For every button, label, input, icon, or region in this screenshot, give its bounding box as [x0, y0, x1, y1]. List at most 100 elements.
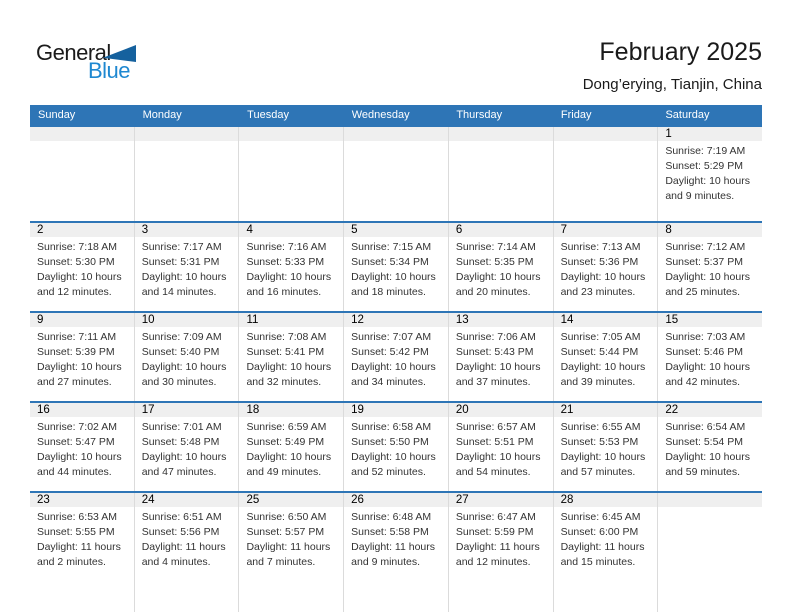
daylight-text: Daylight: 10 hours and 39 minutes. [560, 361, 646, 388]
day-details: Sunrise: 7:03 AM Sunset: 5:46 PM Daylight:… [658, 327, 762, 390]
day-number: 10 [141, 314, 155, 326]
sunset-text: Sunset: 5:51 PM [455, 436, 534, 448]
sunrise-text: Sunrise: 7:09 AM [141, 331, 222, 343]
day-number-band: 3 [134, 223, 239, 237]
weekday-header-monday: Monday [142, 109, 182, 121]
sunrise-text: Sunrise: 6:58 AM [351, 421, 432, 433]
day-cell-empty [552, 127, 658, 221]
day-cell: 25 Sunrise: 6:50 AM Sunset: 5:57 PM Dayligh… [238, 493, 344, 612]
sunrise-text: Sunrise: 6:51 AM [141, 511, 222, 523]
day-number-band [134, 127, 239, 141]
day-details: Sunrise: 7:09 AM Sunset: 5:40 PM Daylight:… [135, 327, 239, 390]
daylight-text: Daylight: 10 hours and 57 minutes. [560, 451, 646, 478]
daylight-text: Daylight: 10 hours and 23 minutes. [560, 271, 646, 298]
sunset-text: Sunset: 5:49 PM [246, 436, 325, 448]
day-number: 27 [455, 494, 469, 506]
day-cell: 11 Sunrise: 7:08 AM Sunset: 5:41 PM Dayligh… [238, 313, 344, 401]
day-number: 26 [351, 494, 364, 506]
sunrise-text: Sunrise: 7:07 AM [351, 331, 432, 343]
daylight-text: Daylight: 10 hours and 20 minutes. [455, 271, 541, 298]
day-cell-empty [30, 127, 134, 221]
day-cell: 17 Sunrise: 7:01 AM Sunset: 5:48 PM Dayligh… [133, 403, 239, 491]
week-row: 9 Sunrise: 7:11 AM Sunset: 5:39 PM Daylight… [30, 311, 763, 401]
day-details: Sunrise: 7:17 AM Sunset: 5:31 PM Daylight:… [135, 237, 239, 300]
weekday-header-tuesday: Tuesday [247, 109, 289, 121]
day-number-band: 1 [658, 127, 763, 141]
day-number-band [344, 127, 448, 141]
day-cell: 13 Sunrise: 7:06 AM Sunset: 5:43 PM Dayligh… [447, 313, 553, 401]
day-cell: 7 Sunrise: 7:13 AM Sunset: 5:36 PM Daylight… [552, 223, 658, 311]
day-cell: 26 Sunrise: 6:48 AM Sunset: 5:58 PM Dayligh… [343, 493, 448, 612]
general-blue-logo: General Blue [36, 40, 146, 83]
daylight-text: Daylight: 11 hours and 15 minutes. [560, 541, 645, 568]
logo-text-blue: Blue [88, 58, 131, 83]
daylight-text: Daylight: 10 hours and 12 minutes. [37, 271, 122, 298]
day-details: Sunrise: 7:11 AM Sunset: 5:39 PM Daylight:… [30, 327, 134, 390]
sunrise-text: Sunrise: 7:02 AM [37, 421, 117, 433]
daylight-text: Daylight: 10 hours and 34 minutes. [351, 361, 436, 388]
sunset-text: Sunset: 5:59 PM [455, 526, 534, 538]
sunrise-text: Sunrise: 7:17 AM [141, 241, 222, 253]
day-details: Sunrise: 7:15 AM Sunset: 5:34 PM Daylight:… [344, 237, 448, 300]
daylight-text: Daylight: 10 hours and 52 minutes. [351, 451, 436, 478]
sunrise-text: Sunrise: 7:12 AM [665, 241, 746, 253]
sunset-text: Sunset: 5:53 PM [560, 436, 639, 448]
daylight-text: Daylight: 10 hours and 44 minutes. [37, 451, 122, 478]
sunrise-text: Sunrise: 7:13 AM [560, 241, 641, 253]
day-details: Sunrise: 7:18 AM Sunset: 5:30 PM Daylight:… [30, 237, 134, 300]
sunrise-text: Sunrise: 6:53 AM [37, 511, 117, 523]
day-number-band: 17 [134, 403, 239, 417]
week-row: 2 Sunrise: 7:18 AM Sunset: 5:30 PM Daylight… [30, 221, 763, 311]
sunrise-text: Sunrise: 7:03 AM [665, 331, 746, 343]
sunrise-text: Sunrise: 7:05 AM [560, 331, 641, 343]
sunrise-text: Sunrise: 7:06 AM [455, 331, 536, 343]
sunrise-text: Sunrise: 6:48 AM [351, 511, 432, 523]
day-number-band [658, 493, 763, 507]
day-cell-empty [238, 127, 344, 221]
week-row: 16 Sunrise: 7:02 AM Sunset: 5:47 PM Dayligh… [30, 401, 763, 491]
sunset-text: Sunset: 5:56 PM [141, 526, 220, 538]
day-cell: 18 Sunrise: 6:59 AM Sunset: 5:49 PM Dayligh… [238, 403, 344, 491]
day-number: 6 [455, 224, 463, 236]
sunset-text: Sunset: 5:35 PM [455, 256, 534, 268]
day-cell: 8 Sunrise: 7:12 AM Sunset: 5:37 PM Daylight… [657, 223, 763, 311]
daylight-text: Daylight: 10 hours and 54 minutes. [455, 451, 541, 478]
weeks-container: 1 Sunrise: 7:19 AM Sunset: 5:29 PM Daylight… [30, 125, 763, 612]
sunset-text: Sunset: 5:54 PM [665, 436, 743, 448]
day-number: 19 [351, 404, 364, 416]
day-cell: 24 Sunrise: 6:51 AM Sunset: 5:56 PM Dayligh… [133, 493, 239, 612]
day-number-band: 8 [658, 223, 763, 237]
day-number-band: 15 [658, 313, 763, 327]
day-cell: 9 Sunrise: 7:11 AM Sunset: 5:39 PM Daylight… [30, 313, 134, 401]
day-number: 15 [665, 314, 679, 326]
day-number: 16 [37, 404, 50, 416]
day-cell: 2 Sunrise: 7:18 AM Sunset: 5:30 PM Daylight… [30, 223, 134, 311]
day-details: Sunrise: 6:45 AM Sunset: 6:00 PM Daylight:… [554, 507, 658, 570]
sunset-text: Sunset: 5:43 PM [455, 346, 534, 358]
day-number-band: 2 [30, 223, 134, 237]
day-details: Sunrise: 6:51 AM Sunset: 5:56 PM Daylight:… [135, 507, 239, 570]
day-details: Sunrise: 6:57 AM Sunset: 5:51 PM Daylight:… [449, 417, 553, 480]
day-details: Sunrise: 7:14 AM Sunset: 5:35 PM Daylight:… [449, 237, 553, 300]
day-details: Sunrise: 6:53 AM Sunset: 5:55 PM Daylight:… [30, 507, 134, 570]
daylight-text: Daylight: 10 hours and 49 minutes. [246, 451, 332, 478]
day-number: 11 [246, 314, 259, 326]
day-number-band: 14 [553, 313, 658, 327]
day-details: Sunrise: 6:47 AM Sunset: 5:59 PM Daylight:… [449, 507, 553, 570]
sunrise-text: Sunrise: 6:54 AM [665, 421, 746, 433]
day-number: 4 [246, 224, 253, 236]
day-cell-empty [133, 127, 239, 221]
sunrise-text: Sunrise: 7:01 AM [141, 421, 222, 433]
sunrise-text: Sunrise: 7:16 AM [246, 241, 327, 253]
sunrise-text: Sunrise: 6:55 AM [560, 421, 641, 433]
day-details: Sunrise: 7:05 AM Sunset: 5:44 PM Daylight:… [554, 327, 658, 390]
weekday-header-saturday: Saturday [665, 109, 710, 121]
sunset-text: Sunset: 5:42 PM [351, 346, 429, 358]
sunset-text: Sunset: 5:31 PM [141, 256, 220, 268]
day-details: Sunrise: 7:12 AM Sunset: 5:37 PM Daylight:… [658, 237, 762, 300]
weekday-header-sunday: Sunday [38, 109, 76, 121]
day-cell: 5 Sunrise: 7:15 AM Sunset: 5:34 PM Daylight… [343, 223, 448, 311]
month-title: February 2025 [599, 38, 762, 66]
week-row: 23 Sunrise: 6:53 AM Sunset: 5:55 PM Dayligh… [30, 491, 763, 612]
day-cell-empty [447, 127, 553, 221]
